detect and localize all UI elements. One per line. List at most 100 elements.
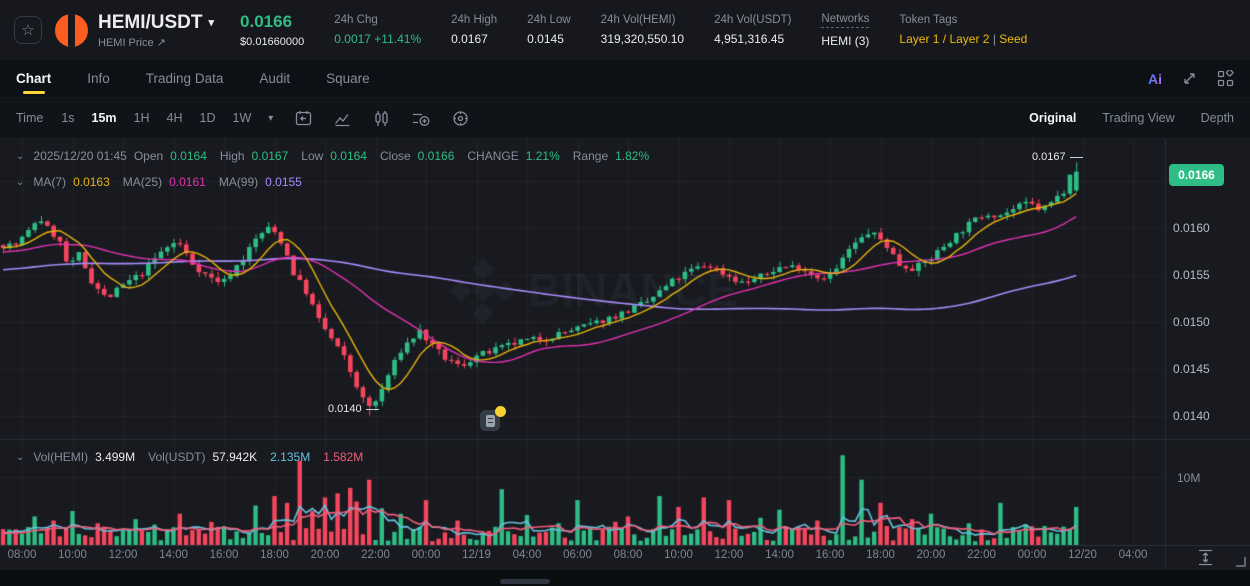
last-price-usd: $0.01660000	[240, 36, 305, 48]
interval-1d[interactable]: 1D	[199, 111, 216, 125]
price-tick-label: 0.0150	[1173, 314, 1210, 329]
tab-info[interactable]: Info	[87, 71, 110, 86]
stat-24h-vol-usdt-: 24h Vol(USDT) 4,951,316.45	[714, 14, 791, 46]
price-tick-label: 0.0160	[1173, 221, 1210, 235]
external-link-icon: ↗	[156, 36, 166, 49]
stat-label: 24h Chg	[334, 14, 378, 26]
stat-value-part: |	[989, 32, 1000, 46]
vol-label: Vol(USDT)	[148, 450, 206, 464]
time-tick-label: 14:00	[765, 549, 794, 561]
resize-corner-handle[interactable]	[1236, 557, 1246, 567]
last-price-block: 0.0166 $0.01660000	[240, 12, 304, 48]
fullscreen-icon[interactable]	[1182, 71, 1197, 86]
ohlc-label: High	[219, 149, 245, 163]
indicators-icon[interactable]	[412, 110, 430, 127]
candlestick-chart-canvas[interactable]	[0, 139, 1250, 570]
time-tick-label: 18:00	[866, 549, 895, 561]
toolbar-icons	[295, 110, 469, 127]
vol-value: 3.499M	[95, 450, 136, 464]
jump-to-date-icon[interactable]	[295, 110, 312, 127]
chart-toolbar: Time 1s 15m 1H 4H 1D 1W ▾	[0, 98, 1250, 139]
stat-value: 4,951,316.45	[714, 32, 791, 46]
vol-value: 2.135M	[270, 450, 311, 464]
time-tick-label: 10:00	[664, 549, 693, 561]
stat-value: 0.0017 +11.41%	[334, 32, 421, 46]
chevron-down-icon[interactable]: ▾	[208, 17, 215, 29]
stat-value-part: Seed	[999, 32, 1028, 46]
coin-price-link[interactable]: HEMI Price ↗	[98, 36, 166, 49]
stat-value-part: 319,320,550.10	[600, 32, 685, 46]
star-icon: ☆	[21, 22, 35, 39]
ai-assistant-button[interactable]: Ai	[1148, 70, 1162, 87]
tab-right-icons: Ai	[1148, 70, 1234, 87]
session-high-annotation: 0.0167	[1032, 151, 1083, 163]
stat-value-part: HEMI (3)	[821, 33, 870, 48]
price-tick-label: 0.0140	[1173, 408, 1210, 423]
time-tick-label: 16:00	[209, 549, 239, 561]
interval-1h[interactable]: 1H	[133, 111, 150, 125]
page-tabs: Chart Info Trading Data Audit Square Ai	[0, 60, 1250, 98]
stat-value: HEMI (3)	[821, 34, 869, 48]
ma-legend: ⌄ MA(7) 0.0163 MA(25) 0.0161 MA(99) 0.0155	[16, 175, 308, 189]
ohlc-value: 0.0166	[417, 149, 455, 163]
time-tick-label: 14:00	[159, 549, 188, 561]
ma-label: MA(99)	[218, 175, 259, 189]
tab-audit[interactable]: Audit	[259, 71, 291, 86]
time-tick-label: 16:00	[815, 549, 845, 561]
session-low-annotation: 0.0140	[328, 403, 379, 415]
time-tick-label: 06:00	[563, 549, 592, 561]
interval-15m[interactable]: 15m	[91, 111, 117, 125]
widgets-grid-icon[interactable]	[1217, 70, 1234, 87]
chart-view-switch: Original Trading View Depth	[1029, 111, 1234, 125]
stat-label: 24h Vol(USDT)	[714, 14, 792, 26]
ohlc-legend: ⌄ 2025/12/20 01:45 Open 0.0164 High 0.0167 L…	[16, 149, 655, 163]
time-tick-label: 10:00	[58, 549, 87, 561]
tab-trading-data[interactable]: Trading Data	[145, 71, 224, 86]
stat-label: 24h High	[451, 14, 498, 26]
tab-chart[interactable]: Chart	[16, 60, 51, 98]
ma-value: 0.0155	[265, 175, 302, 189]
candlestick-type-icon[interactable]	[373, 110, 390, 127]
ohlc-label: Close	[379, 149, 411, 163]
axis-scale-icon[interactable]	[1197, 548, 1214, 570]
chart-style-icon[interactable]	[334, 110, 351, 127]
time-tick-label: 22:00	[361, 549, 390, 561]
intervals-more-caret[interactable]: ▾	[268, 112, 274, 124]
view-mode-original[interactable]: Original	[1029, 111, 1077, 125]
stat-24h-low: 24h Low 0.0145	[527, 14, 570, 46]
collapse-chevron-icon[interactable]: ⌄	[16, 150, 25, 162]
time-tick-label: 18:00	[260, 549, 289, 561]
stat-label: Token Tags	[899, 14, 958, 26]
time-tick-label: 12/20	[1068, 549, 1097, 561]
chart-settings-icon[interactable]	[452, 110, 469, 127]
stat-value-part: 4,951,316.45	[714, 32, 785, 46]
favorite-star-button[interactable]: ☆	[14, 16, 42, 44]
collapse-chevron-icon[interactable]: ⌄	[16, 176, 25, 188]
collapse-chevron-icon[interactable]: ⌄	[16, 451, 25, 463]
stat-token-tags: Token Tags Layer 1 / Layer 2 | Seed	[899, 14, 1027, 46]
stat-value: Layer 1 / Layer 2 | Seed	[899, 32, 1027, 46]
alert-dot	[495, 406, 506, 417]
ma-label: MA(25)	[122, 175, 163, 189]
pair-title[interactable]: HEMI/USDT	[98, 11, 203, 33]
interval-4h[interactable]: 4H	[166, 111, 183, 125]
time-label: Time	[16, 111, 44, 125]
bottom-drag-handle[interactable]	[500, 579, 550, 584]
stat-value-part: 0.0017 +11.41%	[334, 32, 422, 46]
time-tick-label: 22:00	[967, 549, 996, 561]
view-mode-depth[interactable]: Depth	[1200, 111, 1234, 125]
annotation-dash	[1069, 156, 1083, 158]
tab-square[interactable]: Square	[326, 71, 370, 86]
announcement-marker[interactable]	[480, 406, 506, 432]
view-mode-trading-view[interactable]: Trading View	[1102, 111, 1175, 125]
news-icon	[480, 410, 500, 431]
ohlc-value: 0.0164	[170, 149, 207, 163]
interval-1s[interactable]: 1s	[61, 111, 75, 125]
stat-label[interactable]: Networks	[821, 13, 870, 28]
chart-area[interactable]	[0, 139, 1250, 570]
stat-networks: Networks HEMI (3)	[821, 13, 870, 48]
ohlc-label: CHANGE	[467, 149, 519, 163]
stat-24h-vol-hemi-: 24h Vol(HEMI) 319,320,550.10	[601, 14, 684, 46]
interval-1w[interactable]: 1W	[232, 111, 252, 125]
time-tick-label: 12:00	[108, 549, 138, 561]
